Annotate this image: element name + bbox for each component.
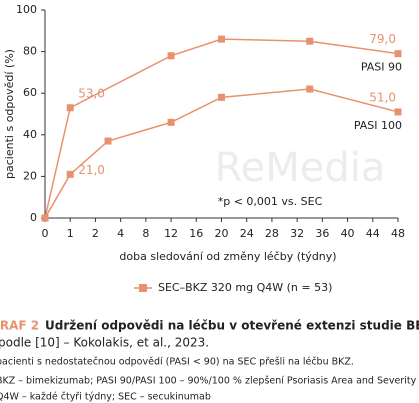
x-tick-label: 1: [67, 227, 74, 240]
x-tick-label: 4: [117, 227, 124, 240]
caption-label: GRAF 2: [0, 319, 39, 333]
point: [394, 108, 402, 116]
x-tick-label: 36: [315, 227, 329, 240]
x-tick-label: 8: [142, 227, 149, 240]
point: [104, 137, 112, 145]
x-tick-label: 0: [42, 227, 49, 240]
annotation: *p < 0,001 vs. SEC: [218, 195, 323, 208]
y-axis-label: pacienti s odpovědí (%): [3, 49, 16, 179]
value-label: 21,0: [78, 163, 105, 177]
y-tick-label: 20: [23, 169, 37, 182]
caption-source: podle [10] – Kokolakis, et al., 2023.: [0, 336, 209, 350]
point: [218, 35, 225, 43]
x-tick-label: 40: [341, 227, 355, 240]
caption-title: Udržení odpovědi na léčbu v otevřené ext…: [45, 319, 419, 333]
caption-note: Q4W – každé čtyři týdny; SEC – secukinum…: [0, 392, 211, 403]
series-line: [44, 38, 399, 219]
y-tick-label: 100: [16, 3, 37, 16]
x-tick-label: 16: [189, 227, 203, 240]
x-tick-label: 48: [391, 227, 405, 240]
x-tick-label: 28: [265, 227, 279, 240]
point: [167, 52, 175, 60]
point: [306, 85, 314, 93]
value-label: 51,0: [369, 90, 396, 104]
y-tick-label: 0: [30, 211, 37, 224]
point: [66, 104, 74, 112]
y-tick-label: 60: [23, 86, 37, 99]
y-tick-label: 80: [23, 45, 37, 58]
legend-label: SEC–BKZ 320 mg Q4W (n = 53): [158, 281, 332, 294]
series-label: PASI 90: [361, 61, 402, 74]
y-tick-label: 40: [23, 128, 37, 141]
x-tick-label: 2: [92, 227, 99, 240]
point: [66, 170, 74, 178]
value-label: 53,0: [78, 86, 105, 100]
value-label: 79,0: [369, 32, 396, 46]
point: [394, 50, 402, 58]
x-tick-label: 32: [290, 227, 304, 240]
watermark: ReMedia: [215, 145, 386, 191]
series-label: PASI 100: [354, 119, 402, 132]
x-axis-label: doba sledování od změny léčby (týdny): [119, 250, 336, 263]
x-tick-label: 20: [215, 227, 229, 240]
point: [306, 37, 314, 45]
caption-note: pacienti s nedostatečnou odpovědí (PASI …: [0, 357, 354, 368]
x-tick-label: 44: [366, 227, 380, 240]
point: [41, 214, 49, 222]
legend-marker: [139, 284, 147, 292]
point: [167, 118, 175, 126]
caption-note: BKZ – bimekizumab; PASI 90/PASI 100 – 90…: [0, 376, 419, 387]
x-tick-label: 12: [164, 227, 178, 240]
x-tick-label: 24: [240, 227, 254, 240]
point: [218, 93, 225, 101]
